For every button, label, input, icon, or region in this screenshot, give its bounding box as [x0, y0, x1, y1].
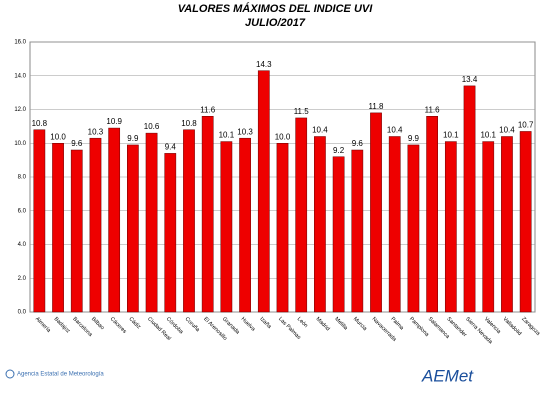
- bar: [108, 127, 121, 313]
- bar: [388, 136, 401, 313]
- value-label: 9.4: [165, 142, 177, 151]
- bar: [332, 156, 345, 313]
- bar: [127, 144, 139, 313]
- value-label: 11.8: [369, 102, 385, 111]
- value-label: 11.5: [294, 107, 310, 116]
- x-tick-label: Almería: [34, 316, 52, 334]
- value-label: 10.3: [88, 127, 104, 136]
- value-label: 9.9: [127, 134, 139, 143]
- value-label: 10.0: [50, 132, 66, 141]
- value-label: 10.8: [181, 119, 197, 128]
- x-tick-label: Valladolid: [502, 316, 523, 337]
- value-label: 10.1: [443, 131, 459, 140]
- value-label: 10.6: [144, 122, 160, 131]
- value-label: 10.1: [219, 131, 235, 140]
- chart-subtitle: JULIO/2017: [245, 17, 306, 29]
- value-label: 10.4: [387, 126, 403, 135]
- value-label: 10.4: [499, 126, 515, 135]
- bar: [463, 85, 476, 313]
- y-tick-label: 0.0: [18, 310, 27, 316]
- value-label: 9.6: [71, 139, 83, 148]
- value-label: 9.9: [408, 134, 420, 143]
- bar: [444, 141, 457, 313]
- logo: AEMet: [421, 366, 474, 385]
- bar: [33, 129, 46, 313]
- value-label: 10.7: [518, 121, 534, 130]
- x-tick-label: Zaragoza: [520, 316, 541, 337]
- x-tick-label: Huelva: [240, 316, 257, 333]
- x-tick-label: Cádiz: [127, 316, 141, 330]
- bar: [52, 143, 64, 313]
- bar: [70, 149, 83, 313]
- x-tick-label: León: [296, 316, 309, 329]
- bar: [482, 141, 495, 313]
- bar: [407, 144, 420, 313]
- value-label: 9.2: [333, 146, 345, 155]
- x-tick-label: Murcia: [352, 316, 369, 333]
- x-tick-label: Cáceres: [109, 316, 128, 335]
- y-tick-label: 10.0: [14, 141, 26, 147]
- bar: [257, 70, 270, 313]
- bar: [145, 132, 158, 313]
- bar: [276, 143, 289, 313]
- value-label: 11.6: [200, 105, 216, 114]
- value-label: 10.8: [32, 119, 48, 128]
- x-tick-label: Melilla: [333, 316, 349, 332]
- value-label: 13.4: [462, 75, 478, 84]
- value-label: 10.4: [312, 126, 328, 135]
- value-label: 11.6: [425, 105, 441, 114]
- value-label: 10.9: [106, 117, 122, 126]
- y-tick-label: 12.0: [14, 107, 26, 113]
- value-label: 14.3: [256, 60, 272, 69]
- bar: [201, 116, 214, 313]
- x-tick-label: Izaña: [258, 316, 272, 330]
- y-tick-label: 2.0: [18, 276, 27, 282]
- chart-title: VALORES MÁXIMOS DEL INDICE UVI: [178, 2, 374, 15]
- source: Agencia Estatal de Meteorología: [17, 372, 104, 378]
- x-tick-label: Bilbao: [90, 316, 105, 331]
- bar: [239, 137, 251, 313]
- value-label: 10.0: [275, 132, 291, 141]
- bar: [519, 131, 532, 313]
- y-tick-label: 8.0: [18, 175, 27, 181]
- x-tick-label: Palma: [389, 316, 405, 332]
- bar: [370, 112, 382, 313]
- bar: [220, 141, 233, 313]
- x-tick-label: Coruña: [184, 316, 202, 334]
- value-label: 10.1: [480, 131, 496, 140]
- bar: [351, 149, 364, 313]
- source-icon: [5, 369, 15, 379]
- bar: [314, 136, 326, 313]
- value-label: 9.6: [352, 139, 364, 148]
- x-tick-label: Madrid: [314, 316, 330, 332]
- x-tick-label: Badajoz: [53, 316, 71, 334]
- value-label: 10.3: [237, 127, 253, 136]
- y-tick-label: 4.0: [18, 242, 27, 248]
- bar: [501, 136, 513, 313]
- bar: [164, 153, 177, 313]
- bar: [89, 137, 102, 313]
- bar: [426, 116, 438, 313]
- bar: [295, 117, 308, 313]
- y-tick-label: 16.0: [14, 40, 26, 46]
- y-tick-label: 6.0: [18, 208, 27, 214]
- y-tick-label: 14.0: [14, 73, 26, 79]
- bar: [183, 129, 195, 313]
